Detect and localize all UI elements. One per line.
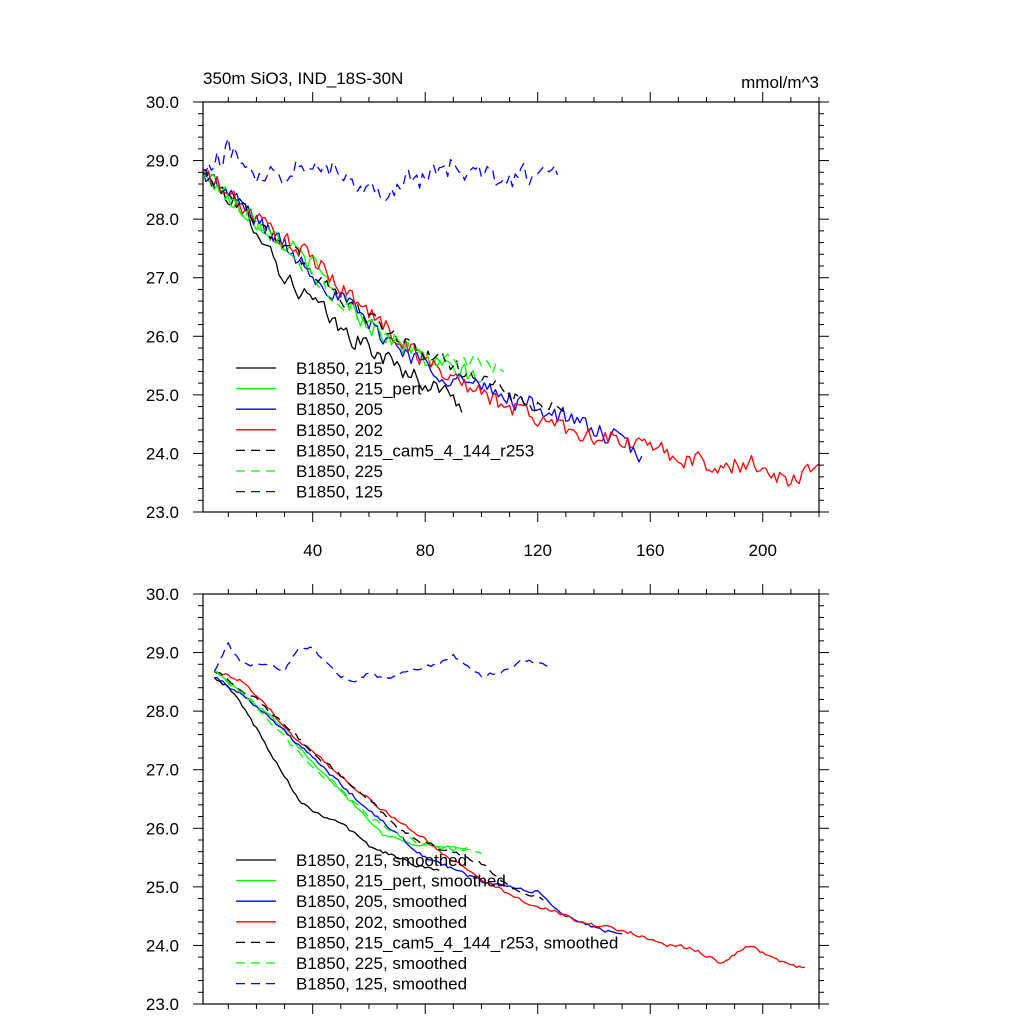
series-line-3 [214,676,623,935]
y-tick-label: 24.0 [146,444,179,463]
bottom-chart-panel: 30.0 29.0 28.0 27.0 26.0 25.0 24.0 23.0 B1850, 2… [146,584,829,1014]
legend-label: B1850, 202, smoothed [296,913,467,932]
y-tick-label: 27.0 [146,269,179,288]
series-line-3 [203,169,643,463]
y-tick-label: 29.0 [146,152,179,171]
x-tick-label: 120 [524,541,552,560]
series-line-7 [213,642,552,683]
legend-label: B1850, 202 [296,421,383,440]
y-tick-label: 25.0 [146,386,179,405]
x-tick-label: 40 [303,541,322,560]
plot-frame [202,101,820,513]
legend-label: B1850, 125 [296,483,383,502]
y-tick-label: 28.0 [146,702,179,721]
series-line-6 [203,169,505,374]
y-tick-label: 30.0 [146,93,179,112]
series-line-6 [214,670,482,855]
series-line-7 [203,137,559,202]
legend-label: B1850, 215_cam5_4_144_r253 [296,441,534,460]
series-line-2 [203,168,482,383]
top-chart-panel: 30.0 29.0 28.0 27.0 26.0 25.0 24.0 23.0 40 80 120 1… [146,69,829,560]
units-label: mmol/m^3 [741,73,819,92]
y-tick-label: 30.0 [146,585,179,604]
legend-label: B1850, 205 [296,400,383,419]
legend-label: B1850, 215_pert, smoothed [296,872,506,891]
x-tick-label: 160 [636,541,664,560]
y-tick-label: 26.0 [146,819,179,838]
plot-frame [202,593,820,1005]
series-line-2 [213,671,468,850]
series-lines [203,137,819,487]
y-tick-label: 28.0 [146,210,179,229]
y-tick-label: 26.0 [146,327,179,346]
y-tick-label: 24.0 [146,936,179,955]
legend-label: B1850, 205, smoothed [296,892,467,911]
series-lines [213,642,806,969]
legend-label: B1850, 225, smoothed [296,954,467,973]
legend-label: B1850, 225 [296,462,383,481]
legend-label: B1850, 215, smoothed [296,851,467,870]
x-tick-label: 200 [749,541,777,560]
y-tick-label: 25.0 [146,878,179,897]
y-tick-label: 29.0 [146,644,179,663]
y-tick-label: 27.0 [146,761,179,780]
legend-label: B1850, 215 [296,359,383,378]
x-tick-label: 80 [416,541,435,560]
legend-label: B1850, 125, smoothed [296,975,467,994]
y-tick-label: 23.0 [146,503,179,522]
legend-label: B1850, 215_cam5_4_144_r253, smoothed [296,933,618,952]
series-line-4 [203,168,819,487]
y-tick-label: 23.0 [146,995,179,1014]
chart-title: 350m SiO3, IND_18S-30N [203,69,403,88]
series-line-1 [213,677,440,871]
legend-label: B1850, 215_pert [296,380,422,399]
legend: B1850, 215, smoothed B1850, 215_pert, smo… [236,851,618,994]
series-line-4 [213,671,806,969]
series-line-5 [203,168,567,412]
